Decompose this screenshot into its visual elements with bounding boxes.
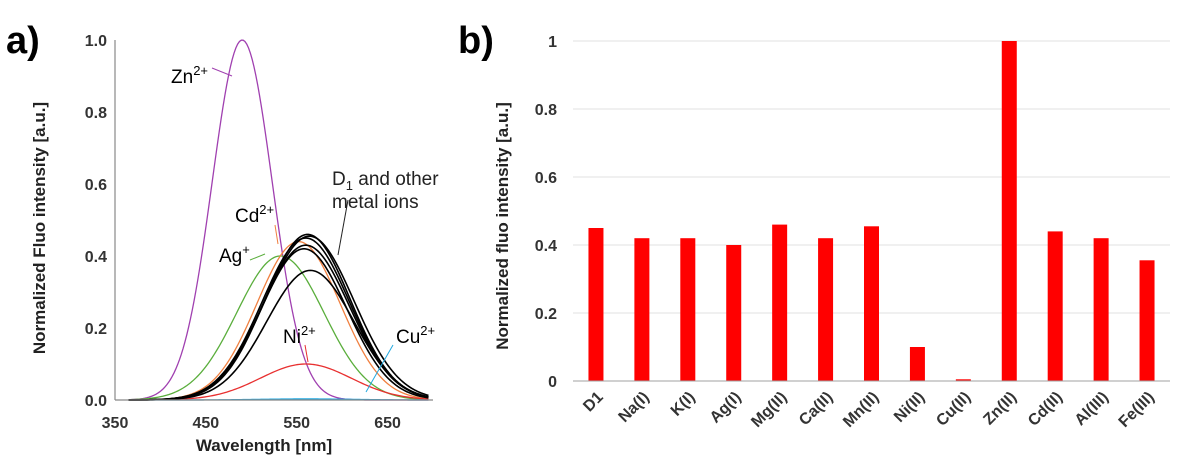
y-axis-title: Normalized Fluo intensity [a.u.] (30, 102, 49, 354)
y-tick-label: 1 (548, 34, 557, 51)
y-tick-label: 0.6 (535, 170, 557, 187)
x-tick-label: Na(I) (616, 389, 653, 426)
series-line-8 (128, 235, 429, 401)
x-tick-label: 550 (283, 415, 310, 432)
x-tick-label: Cd(II) (1025, 389, 1066, 430)
curve-group (128, 39, 429, 401)
bar (1047, 231, 1063, 381)
ni-leader (304, 344, 309, 363)
bar (634, 238, 650, 381)
d1-leader (337, 199, 349, 256)
series-line-5 (128, 237, 429, 401)
y-tick-labels: 0.0 0.2 0.4 0.6 0.8 1.0 (85, 33, 107, 410)
y-tick-label: 0.8 (535, 102, 557, 119)
y-tick-label: 1.0 (85, 33, 107, 50)
x-tick-label: Mn(II) (840, 389, 882, 431)
bar (909, 347, 925, 381)
d1-annotation-line1: D1 and other (332, 169, 439, 193)
bar (955, 379, 971, 381)
y-tick-label: 0 (548, 374, 557, 391)
panel-a-label: a) (6, 20, 40, 62)
bar (818, 238, 834, 381)
zn-leader (211, 67, 233, 77)
y-tick-labels: 0 0.2 0.4 0.6 0.8 1 (535, 34, 557, 391)
y-tick-label: 0.8 (85, 105, 107, 122)
x-tick-labels: 350 450 550 650 (102, 415, 401, 432)
series-line-10 (128, 269, 429, 401)
cd-leader (274, 224, 279, 245)
line-chart: 0.0 0.2 0.4 0.6 0.8 1.0 350 450 550 650 Waveleng… (30, 33, 439, 455)
cu-annotation: Cu2+ (396, 323, 435, 348)
y-axis-title: Normalized fluo intensity [a.u.] (493, 102, 512, 349)
bar (726, 245, 742, 381)
x-tick-label: Ag(I) (707, 389, 745, 427)
d1-annotation-line2: metal ions (332, 192, 419, 213)
x-axis-title: Wavelength [nm] (196, 436, 332, 455)
series-line-0 (128, 39, 429, 401)
y-tick-label: 0.4 (535, 238, 557, 255)
panel-b-label: b) (458, 20, 494, 62)
x-tick-label: D1 (580, 389, 607, 416)
x-tick-label: 350 (102, 415, 129, 432)
bar (864, 226, 879, 381)
cd-annotation: Cd2+ (235, 202, 274, 227)
y-tick-label: 0.0 (85, 393, 107, 410)
bar (680, 238, 696, 381)
x-tick-label: 450 (193, 415, 220, 432)
x-tick-label: Cu(II) (933, 389, 974, 430)
y-tick-label: 0.4 (85, 249, 107, 266)
x-tick-label: 650 (374, 415, 401, 432)
x-tick-label: Al(III) (1072, 389, 1112, 429)
y-tick-label: 0.2 (535, 306, 557, 323)
x-tick-label: Fe(III) (1116, 389, 1158, 431)
bar (588, 228, 604, 381)
bars (588, 41, 1155, 381)
ag-leader (249, 253, 266, 261)
x-tick-labels: D1 Na(I) K(I) Ag(I) Mg(II) Ca(II) Mn(II) Ni(II)… (580, 389, 1158, 431)
bar (1139, 260, 1155, 381)
bar (1001, 41, 1017, 381)
y-tick-label: 0.2 (85, 321, 107, 338)
bar (772, 224, 788, 381)
cu-leader (365, 344, 394, 393)
x-tick-label: Zn(II) (980, 389, 1020, 429)
ag-annotation: Ag+ (219, 242, 250, 267)
bar-chart: 0 0.2 0.4 0.6 0.8 1 D1 Na(I) K(I) Ag(I) Mg(II) Ca(… (493, 34, 1170, 431)
y-tick-label: 0.6 (85, 177, 107, 194)
x-tick-label: K(I) (668, 389, 699, 420)
x-tick-label: Ni(II) (891, 389, 928, 426)
x-tick-label: Ca(II) (796, 389, 836, 429)
series-line-1 (128, 255, 429, 401)
zn-annotation: Zn2+ (171, 63, 208, 88)
x-tick-label: Mg(II) (748, 389, 790, 431)
bar (1093, 238, 1109, 381)
ni-annotation: Ni2+ (283, 323, 316, 348)
